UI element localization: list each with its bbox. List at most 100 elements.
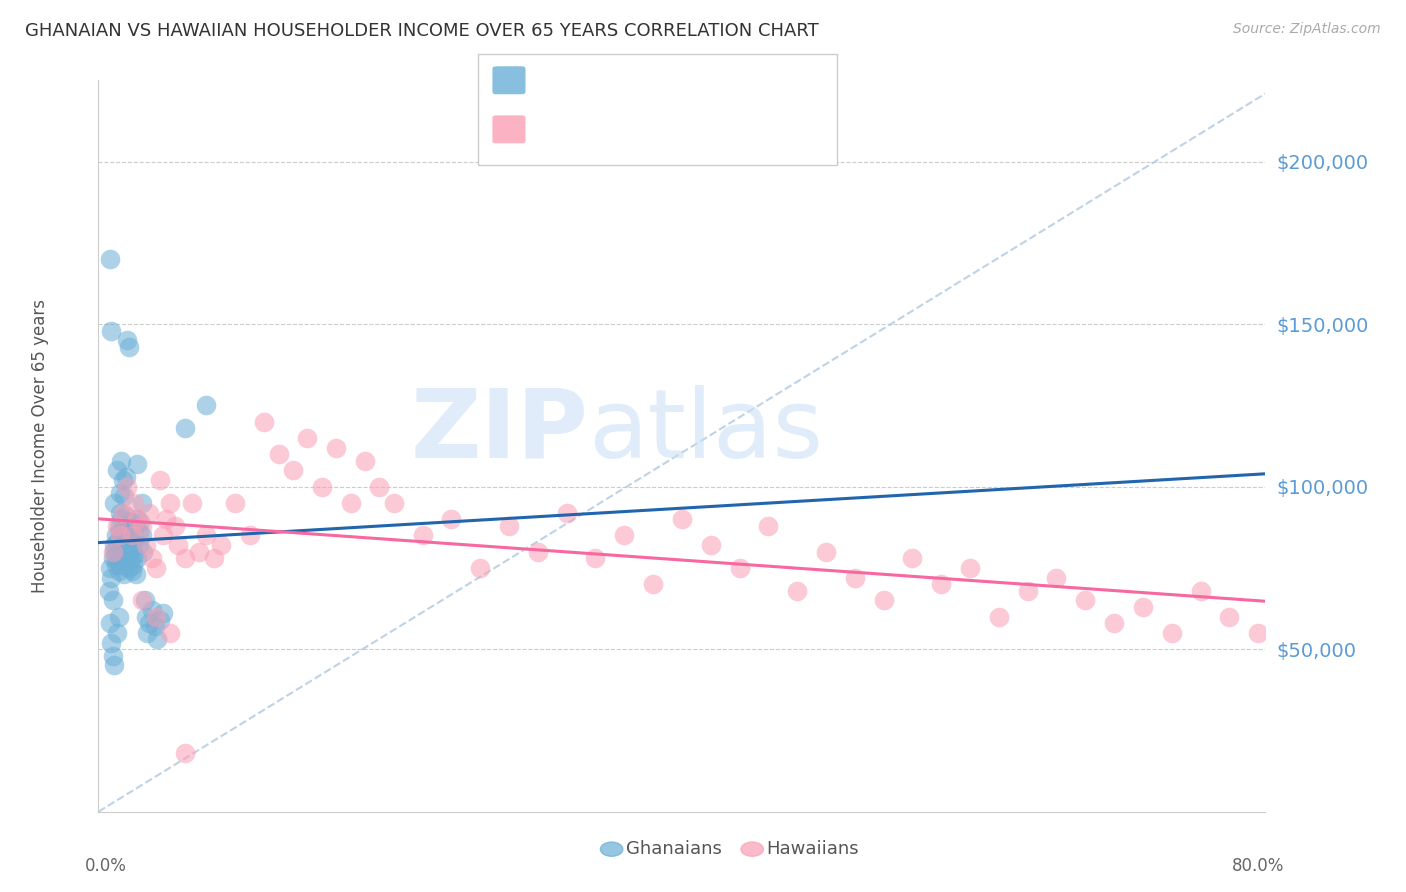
Point: [163, 518, 186, 533]
Point: [209, 538, 232, 552]
Point: [844, 571, 866, 585]
Point: [143, 619, 166, 633]
Point: [149, 473, 172, 487]
Text: 0.155: 0.155: [586, 70, 643, 88]
Point: [104, 558, 127, 572]
Point: [108, 506, 131, 520]
Point: [470, 561, 492, 575]
Point: [124, 532, 146, 546]
Point: [382, 496, 405, 510]
Point: [145, 609, 167, 624]
Point: [132, 544, 155, 558]
Point: [101, 544, 124, 558]
Point: [152, 607, 174, 621]
Point: [127, 512, 149, 526]
Point: [1074, 593, 1097, 607]
Point: [1102, 616, 1125, 631]
Point: [159, 496, 181, 510]
Point: [585, 551, 607, 566]
Point: [1017, 583, 1039, 598]
Point: [134, 593, 156, 607]
Point: [253, 415, 276, 429]
Point: [104, 528, 127, 542]
Point: [118, 538, 141, 552]
Text: 80: 80: [710, 70, 735, 88]
Point: [188, 544, 211, 558]
Text: R =: R =: [531, 120, 571, 137]
Point: [111, 532, 134, 546]
Point: [1247, 626, 1270, 640]
Point: [127, 551, 149, 566]
Point: [141, 551, 163, 566]
Point: [173, 421, 195, 435]
Point: [101, 551, 124, 566]
Point: [555, 506, 578, 520]
Point: [122, 535, 145, 549]
Text: Householder Income Over 65 years: Householder Income Over 65 years: [31, 299, 49, 593]
Point: [368, 480, 391, 494]
Text: R =: R =: [531, 70, 571, 88]
Point: [118, 340, 141, 354]
Point: [1160, 626, 1182, 640]
Point: [108, 528, 131, 542]
Point: [135, 538, 157, 552]
Point: [114, 551, 136, 566]
Text: 71: 71: [710, 120, 735, 137]
Point: [110, 558, 132, 572]
Point: [105, 518, 128, 533]
Point: [108, 525, 131, 540]
Point: [115, 528, 138, 542]
Point: [127, 512, 149, 526]
Point: [120, 522, 142, 536]
Point: [929, 577, 952, 591]
Point: [224, 496, 246, 510]
Text: 80.0%: 80.0%: [1232, 857, 1285, 875]
Point: [118, 561, 141, 575]
Point: [354, 453, 377, 467]
Point: [110, 512, 132, 526]
Point: [872, 593, 894, 607]
Point: [1218, 609, 1240, 624]
Point: [101, 648, 124, 663]
Point: [107, 564, 129, 578]
Point: [131, 528, 153, 542]
Point: [105, 554, 128, 568]
Text: N =: N =: [661, 120, 700, 137]
Point: [814, 544, 837, 558]
Point: [103, 538, 125, 552]
Point: [115, 334, 138, 348]
Point: [699, 538, 721, 552]
Point: [111, 473, 134, 487]
Point: [125, 518, 148, 533]
Point: [1045, 571, 1067, 585]
Point: [339, 496, 361, 510]
Point: [527, 544, 550, 558]
Point: [124, 548, 146, 562]
Point: [112, 567, 135, 582]
Point: [131, 496, 153, 510]
Point: [107, 609, 129, 624]
Point: [152, 528, 174, 542]
Text: atlas: atlas: [589, 384, 824, 478]
Point: [181, 496, 204, 510]
Point: [325, 441, 347, 455]
Point: [202, 551, 225, 566]
Point: [166, 538, 188, 552]
Point: [267, 447, 290, 461]
Point: [100, 571, 122, 585]
Point: [195, 528, 218, 542]
Point: [412, 528, 434, 542]
Point: [98, 561, 121, 575]
Text: -0.129: -0.129: [586, 120, 651, 137]
Point: [100, 324, 122, 338]
Point: [145, 561, 167, 575]
Point: [101, 593, 124, 607]
Point: [105, 535, 128, 549]
Point: [112, 489, 135, 503]
Text: 0.0%: 0.0%: [84, 857, 127, 875]
Point: [297, 431, 319, 445]
Point: [136, 626, 159, 640]
Point: [103, 658, 125, 673]
Point: [118, 525, 141, 540]
Point: [135, 609, 157, 624]
